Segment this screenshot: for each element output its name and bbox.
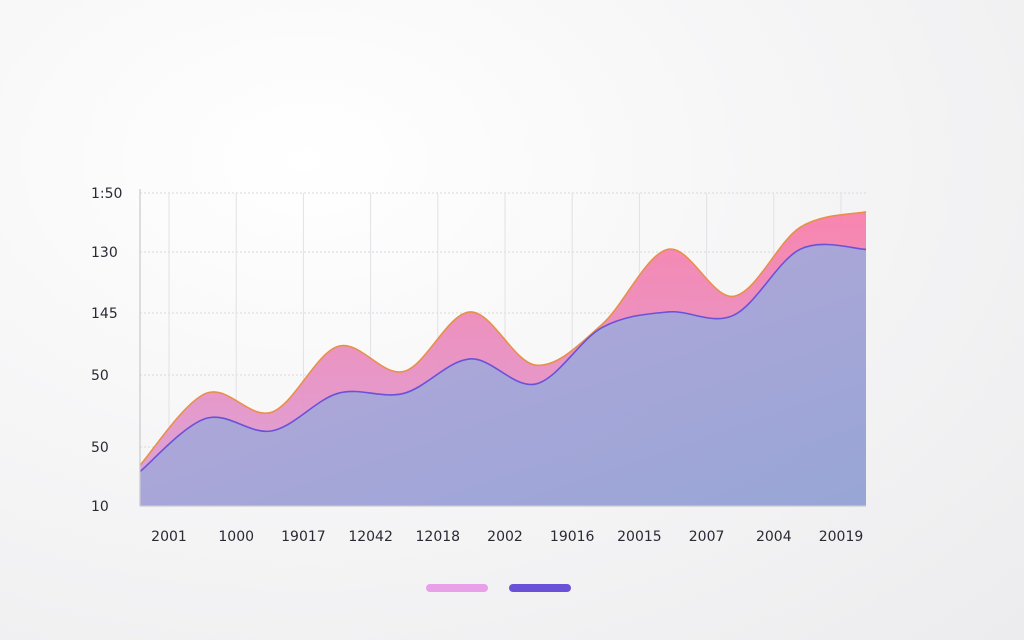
series-2-area [140, 244, 866, 506]
x-tick-label: 12042 [348, 529, 393, 545]
y-tick-label: 145 [91, 306, 118, 322]
x-tick-label: 19017 [281, 529, 326, 545]
x-tick-label: 1000 [218, 529, 254, 545]
x-tick-label: 2004 [756, 529, 792, 545]
x-tick-label: 20015 [617, 529, 662, 545]
axes [139, 189, 866, 507]
y-tick-label: 1:50 [91, 186, 122, 202]
series-1-line [139, 210, 867, 466]
legend-swatch-series-1 [426, 584, 488, 592]
y-tick-label: 130 [91, 245, 118, 261]
legend-swatch-series-2 [509, 584, 571, 592]
x-tick-label: 12018 [416, 529, 461, 545]
series-areas [139, 210, 867, 506]
y-axis-tick-labels: 1:50 130 145 50 50 10 [91, 186, 122, 515]
y-tick-label: 50 [91, 368, 109, 384]
x-tick-label: 19016 [550, 529, 595, 545]
x-tick-label: 2002 [487, 529, 523, 545]
x-tick-label: 2001 [151, 529, 187, 545]
y-tick-label: 50 [91, 440, 109, 456]
x-tick-label: 2007 [689, 529, 725, 545]
series-2-line [139, 243, 867, 473]
x-tick-label: 20019 [819, 529, 864, 545]
x-axis-tick-labels: 2001 1000 19017 12042 12018 2002 19016 20015 200… [151, 529, 863, 545]
y-tick-label: 10 [91, 499, 109, 515]
